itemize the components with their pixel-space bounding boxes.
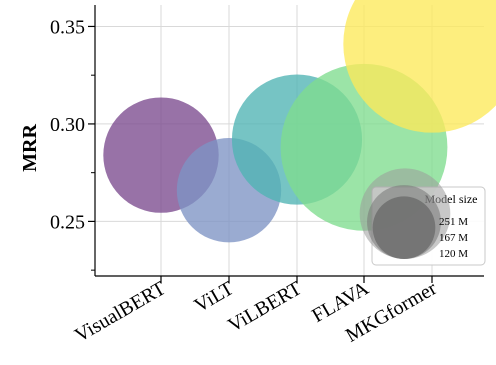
y-tick-labels: 0.25 0.30 0.35: [50, 16, 85, 233]
legend-entry-label: 251 M: [439, 216, 468, 228]
x-tick-label: VisualBERT: [71, 277, 169, 347]
x-tick-label: ViLT: [191, 277, 238, 317]
data-points: [103, 0, 496, 243]
legend-entry-label: 120 M: [439, 248, 468, 260]
axes: [88, 5, 484, 283]
y-axis-label: MRR: [19, 124, 41, 172]
legend-size-marker: [372, 196, 436, 259]
y-tick-label: 0.30: [50, 114, 85, 136]
y-tick-label: 0.25: [50, 211, 85, 233]
data-point-mkgformer: [343, 0, 496, 133]
legend-entry-label: 167 M: [439, 232, 468, 244]
x-tick-label: ViLBERT: [224, 277, 305, 337]
y-tick-label: 0.35: [50, 16, 85, 38]
